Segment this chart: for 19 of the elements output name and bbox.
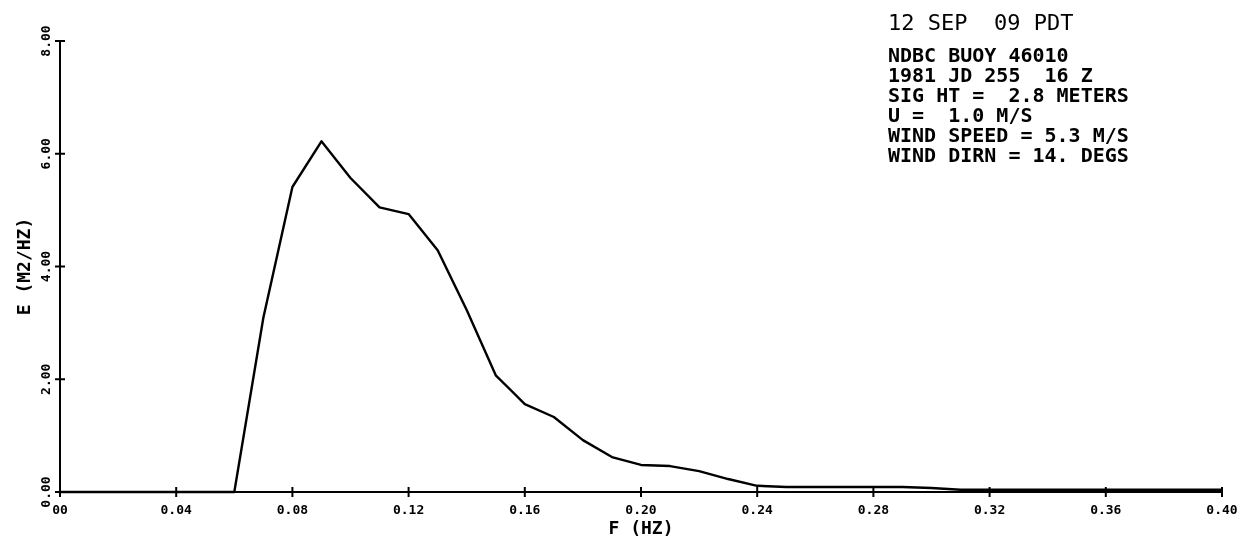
x-tick-label: 0.12 bbox=[392, 502, 425, 517]
x-tick-label: 0.16 bbox=[509, 502, 541, 517]
y-tick-label: 6.00 bbox=[38, 137, 53, 170]
x-tick-label: 0.40 bbox=[1206, 502, 1238, 517]
text: 12 SEP 09 PDT bbox=[888, 10, 1074, 35]
x-tick-label: 0.08 bbox=[276, 502, 309, 517]
x-tick-label: 0.24 bbox=[741, 502, 774, 517]
x-tick-label: 0.04 bbox=[160, 502, 193, 517]
x-tick-label: 0.28 bbox=[857, 502, 890, 517]
x-axis-title: F (HZ) bbox=[608, 517, 674, 538]
x-tick-label: 0.20 bbox=[625, 502, 657, 517]
y-tick-label: 4.00 bbox=[38, 250, 53, 283]
x-tick-label: 0.36 bbox=[1090, 502, 1122, 517]
y-tick-label: 0.00 bbox=[38, 476, 53, 508]
y-tick-label: 8.00 bbox=[38, 25, 53, 57]
y-axis-title: E (M2/HZ) bbox=[13, 217, 34, 316]
x-tick-label: 00 bbox=[52, 502, 68, 517]
x-tick-label: 0.32 bbox=[973, 502, 1006, 517]
y-tick-label: 2.00 bbox=[38, 363, 53, 395]
